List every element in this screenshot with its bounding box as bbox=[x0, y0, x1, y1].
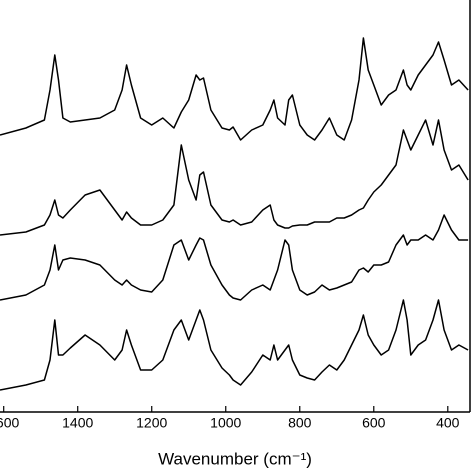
x-tick-label: 600 bbox=[362, 415, 386, 431]
x-tick-label: 1200 bbox=[136, 415, 167, 431]
spectrum-line bbox=[0, 214, 469, 301]
spectrum-line bbox=[0, 119, 469, 236]
x-tick-label: 1600 bbox=[0, 415, 19, 431]
x-tick-label: 1400 bbox=[62, 415, 93, 431]
x-tick-label: 800 bbox=[288, 415, 312, 431]
x-tick-label: 1000 bbox=[210, 415, 241, 431]
x-axis-label: Wavenumber (cm⁻¹) bbox=[158, 449, 312, 468]
spectrum-line bbox=[0, 37, 469, 141]
x-tick-label: 400 bbox=[436, 415, 460, 431]
spectrum-line bbox=[0, 299, 469, 391]
